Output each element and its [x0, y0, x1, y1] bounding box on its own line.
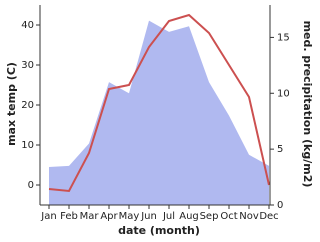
x-tick-label: Dec — [259, 211, 278, 222]
x-axis-title: date (month) — [118, 224, 200, 237]
y2-tick-label: 5 — [277, 144, 283, 155]
y-tick-label: 10 — [21, 140, 34, 151]
y2-tick-label: 15 — [277, 32, 290, 43]
x-tick-label: Sep — [200, 211, 219, 222]
y-tick-label: 20 — [21, 100, 34, 111]
precipitation-area — [49, 20, 269, 206]
x-tick-label: May — [119, 211, 140, 222]
y-tick-label: 40 — [21, 20, 34, 31]
x-tick-label: Feb — [60, 211, 78, 222]
x-tick-label: Oct — [220, 211, 237, 222]
y-tick-label: 0 — [28, 180, 34, 191]
x-tick-label: Jul — [162, 211, 175, 222]
x-tick-label: Apr — [100, 211, 118, 222]
y-axis-title: max temp (C) — [5, 62, 18, 146]
temp-line — [48, 13, 270, 193]
x-tick-label: Mar — [80, 211, 100, 222]
y2-axis-title: med. precipitation (kg/m2) — [301, 21, 314, 188]
x-tick-label: Aug — [179, 211, 199, 222]
y-tick-label: 30 — [21, 60, 34, 71]
x-tick-label: Jan — [40, 211, 56, 222]
y2-tick-label: 0 — [277, 200, 283, 211]
y2-tick-label: 10 — [277, 88, 290, 99]
x-tick-label: Jun — [140, 211, 157, 222]
x-tick-label: Nov — [239, 211, 259, 222]
